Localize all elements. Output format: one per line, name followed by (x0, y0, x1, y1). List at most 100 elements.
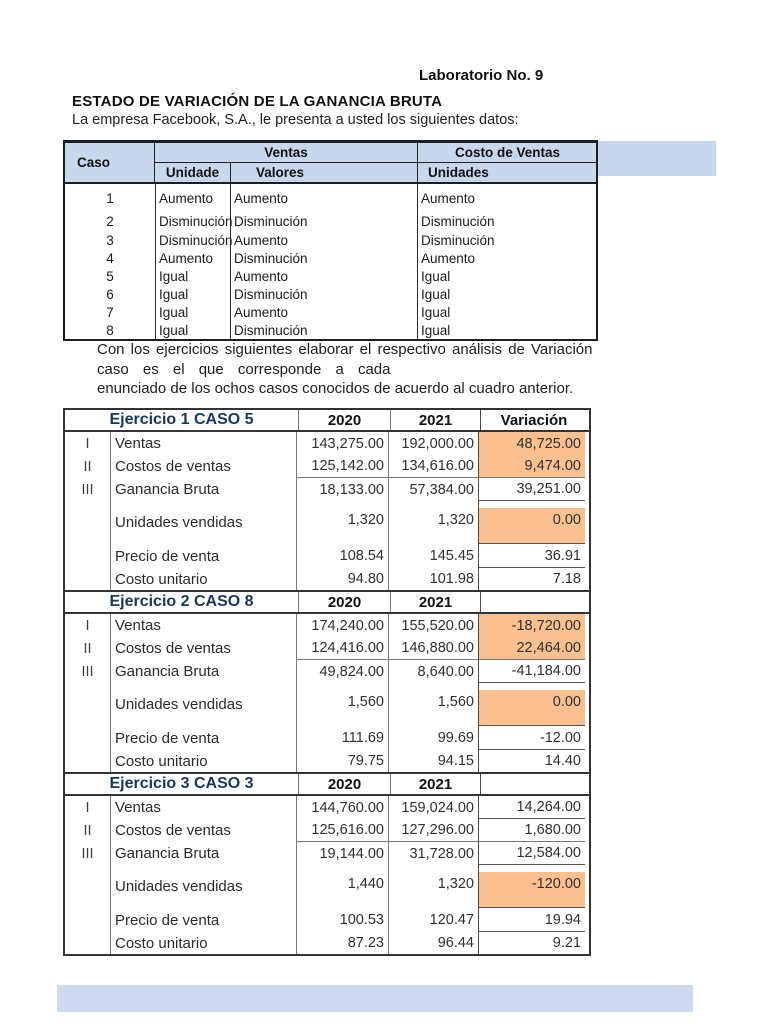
value-2020: 111.69 (296, 726, 388, 750)
value-2021: 101.98 (388, 568, 478, 590)
costos-row: II Costos de ventas 124,416.00 146,880.0… (65, 637, 589, 660)
variacion-value: 14.40 (478, 750, 585, 772)
unidades-subheader: Unidades (417, 162, 596, 182)
row-label: Precio de venta (110, 726, 296, 750)
spacer-row (65, 865, 589, 872)
variacion-value: -41,184.00 (478, 660, 585, 683)
valores-value: Disminución (230, 285, 417, 303)
row-label: Ventas (110, 796, 296, 819)
caso-number: 4 (106, 250, 114, 266)
table-row: 4 Aumento Disminución Aumento (65, 249, 596, 267)
table-row: 5 Igual Aumento Igual (65, 267, 596, 285)
exercise-title: Ejercicio 1 CASO 5 (109, 411, 254, 428)
variacion-value: -120.00 (478, 872, 585, 908)
col-2020: 2020 (298, 774, 390, 794)
row-label: Costo unitario (110, 568, 296, 590)
exercise-title: Ejercicio 2 CASO 8 (109, 593, 254, 610)
value-2021: 127,296.00 (388, 819, 478, 842)
table-row: 7 Igual Aumento Igual (65, 303, 596, 321)
ganancia-row: III Ganancia Bruta 19,144.00 31,728.00 1… (65, 842, 589, 865)
row-label: Unidades vendidas (110, 690, 296, 726)
ventas-row: I Ventas 174,240.00 155,520.00 -18,720.0… (65, 614, 589, 637)
value-2021: 120.47 (388, 908, 478, 932)
caso-number: 6 (106, 286, 114, 302)
value-2020: 19,144.00 (296, 842, 388, 865)
precio-row: Precio de venta 100.53 120.47 19.94 (65, 908, 589, 932)
row-numeral: I (85, 435, 90, 452)
exercise-block-3: Ejercicio 3 CASO 3 2020 2021 I Ventas 14… (63, 772, 591, 954)
precio-row: Precio de venta 111.69 99.69 -12.00 (65, 726, 589, 750)
ganancia-row: III Ganancia Bruta 49,824.00 8,640.00 -4… (65, 660, 589, 683)
page-title: ESTADO DE VARIACIÓN DE LA GANANCIA BRUTA (72, 93, 443, 110)
value-2021: 94.15 (388, 750, 478, 772)
variacion-value: 48,725.00 (478, 432, 585, 455)
costos-row: II Costos de ventas 125,142.00 134,616.0… (65, 455, 589, 478)
variacion-value: 9,474.00 (478, 455, 585, 478)
unidades-row: Unidades vendidas 1,440 1,320 -120.00 (65, 872, 589, 908)
exercise-header-row: Ejercicio 1 CASO 5 2020 2021 Variación (65, 408, 589, 432)
row-label: Unidades vendidas (110, 872, 296, 908)
value-2020: 87.23 (296, 932, 388, 954)
precio-row: Precio de venta 108.54 145.45 36.91 (65, 544, 589, 568)
value-2021: 8,640.00 (388, 660, 478, 683)
value-2021: 1,320 (388, 508, 478, 544)
header-highlight-band (594, 141, 716, 176)
row-numeral (65, 690, 110, 726)
row-label: Costos de ventas (110, 637, 296, 660)
caso-header: Caso (65, 143, 155, 182)
value-2021: 146,880.00 (388, 637, 478, 660)
value-2020: 1,320 (296, 508, 388, 544)
variacion-value: 36.91 (478, 544, 585, 568)
instructions-line-1: Con los ejercicios siguientes elaborar e… (97, 341, 593, 358)
unidad-subheader: Unidade (155, 162, 231, 182)
costo-unitario-row: Costo unitario 79.75 94.15 14.40 (65, 750, 589, 772)
cv-unidades-value: Disminución (417, 212, 596, 231)
exercise-title: Ejercicio 3 CASO 3 (109, 775, 254, 792)
col-variacion (480, 592, 587, 612)
caso-number: 3 (106, 232, 114, 248)
valores-value: Disminución (230, 249, 417, 267)
row-numeral: II (83, 458, 92, 475)
value-2021: 159,024.00 (388, 796, 478, 819)
instructions-line-3: enunciado de los ochos casos conocidos d… (97, 380, 574, 397)
col-variacion (480, 774, 587, 794)
valores-subheader: Valores (256, 164, 305, 180)
spacer-row (65, 683, 589, 690)
row-numeral: II (83, 640, 92, 657)
valores-value: Disminución (230, 212, 417, 231)
row-label: Unidades vendidas (110, 508, 296, 544)
caso-number: 2 (106, 214, 114, 229)
variacion-value: 0.00 (478, 508, 585, 544)
table-row: 6 Igual Disminución Igual (65, 285, 596, 303)
unidad-value: Igual (155, 285, 230, 303)
row-numeral: III (81, 663, 94, 680)
row-numeral (65, 908, 110, 932)
unidad-value: Igual (155, 303, 230, 321)
value-2020: 1,560 (296, 690, 388, 726)
variacion-value: 12,584.00 (478, 842, 585, 865)
ganancia-row: III Ganancia Bruta 18,133.00 57,384.00 3… (65, 478, 589, 501)
value-2020: 108.54 (296, 544, 388, 568)
caso-number: 1 (106, 190, 114, 206)
cases-table-header: Caso Ventas Costo de Ventas Unidade Valo… (65, 143, 597, 184)
variacion-value: 22,464.00 (478, 637, 585, 660)
row-label: Ganancia Bruta (110, 478, 296, 501)
value-2021: 155,520.00 (388, 614, 478, 637)
instructions-paragraph: Con los ejercicios siguientes elaborar e… (97, 340, 602, 399)
lab-title: Laboratorio No. 9 (419, 67, 544, 84)
cv-unidades-value: Aumento (417, 249, 596, 267)
row-numeral (65, 568, 110, 590)
row-label: Ganancia Bruta (110, 660, 296, 683)
valores-value: Aumento (230, 303, 417, 321)
value-2020: 18,133.00 (296, 478, 388, 501)
variacion-value: 7.18 (478, 568, 585, 590)
row-label: Ventas (110, 432, 296, 455)
row-numeral (65, 872, 110, 908)
row-numeral: I (85, 799, 90, 816)
row-numeral (65, 508, 110, 544)
variacion-value: -12.00 (478, 726, 585, 750)
value-2020: 79.75 (296, 750, 388, 772)
cv-unidades-value: Aumento (417, 184, 596, 212)
value-2021: 99.69 (388, 726, 478, 750)
